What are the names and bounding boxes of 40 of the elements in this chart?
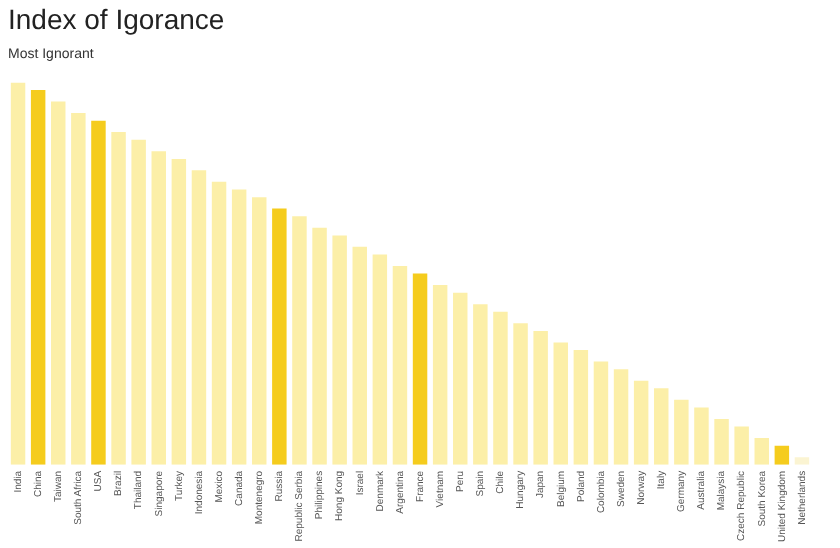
bar	[593, 361, 609, 465]
bar	[151, 151, 166, 465]
bar	[372, 254, 388, 465]
bar	[312, 227, 327, 465]
bar	[432, 285, 448, 465]
bar	[292, 216, 307, 465]
bar	[513, 323, 528, 465]
bar	[231, 189, 247, 465]
bar	[171, 158, 187, 465]
bar	[453, 292, 468, 465]
bar	[654, 388, 669, 465]
bar	[191, 170, 207, 465]
bar	[473, 304, 488, 465]
bar	[332, 235, 347, 465]
bar	[533, 330, 548, 465]
bar	[352, 246, 367, 465]
bar	[272, 208, 287, 465]
bar	[553, 342, 568, 465]
bar	[493, 311, 508, 465]
bar	[633, 380, 649, 465]
bar	[412, 273, 428, 465]
bar	[613, 369, 629, 465]
bar	[252, 197, 267, 465]
bar	[51, 101, 66, 465]
bar	[71, 113, 86, 465]
bar	[392, 265, 408, 465]
bar	[694, 407, 709, 465]
bar	[734, 426, 749, 465]
bar	[211, 181, 227, 465]
bar	[774, 445, 790, 465]
bar	[714, 418, 729, 465]
bar	[30, 90, 46, 465]
bar	[111, 132, 126, 465]
bar	[573, 350, 589, 465]
bar	[131, 139, 146, 465]
bar	[674, 399, 689, 465]
bar	[91, 120, 106, 465]
chart-title: Index of Igorance	[8, 2, 225, 35]
bar	[10, 82, 26, 465]
bar	[754, 438, 769, 465]
